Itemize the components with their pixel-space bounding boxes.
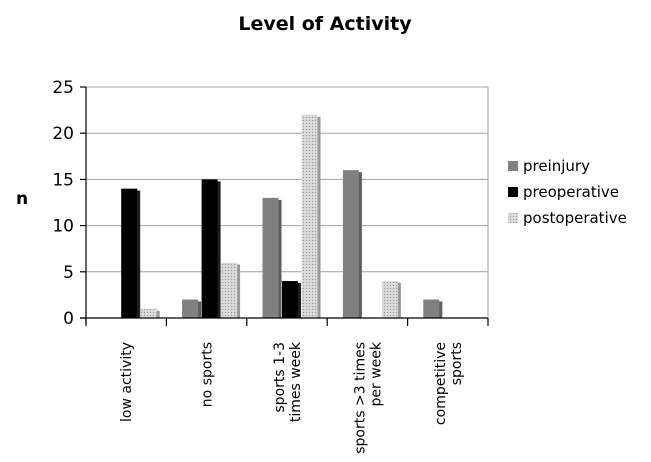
category-label-line: times week bbox=[288, 341, 304, 422]
bar-preoperative-0 bbox=[121, 188, 138, 318]
bar-shade bbox=[136, 190, 141, 318]
y-tick-label: 20 bbox=[52, 124, 74, 144]
bar-shade bbox=[236, 264, 241, 318]
y-tick-label: 25 bbox=[52, 78, 74, 98]
bars bbox=[121, 114, 443, 318]
category-label-line: sports >3 times bbox=[352, 342, 368, 454]
axes bbox=[80, 86, 489, 326]
bar-shade bbox=[396, 283, 401, 318]
legend-label-postoperative: postoperative bbox=[523, 209, 627, 227]
category-label-line: competitive bbox=[433, 342, 449, 425]
bar-postoperative-3 bbox=[381, 281, 398, 318]
category-label: sports 1-3 times week bbox=[272, 341, 304, 422]
bar-shade bbox=[197, 301, 202, 318]
category-label-line: no sports bbox=[200, 342, 216, 407]
legend: preinjury preoperative postoperative bbox=[508, 157, 627, 227]
category-label-line: sports bbox=[449, 342, 465, 385]
y-tick-labels: 0 5 10 15 20 25 bbox=[52, 78, 74, 329]
legend-label-preinjury: preinjury bbox=[523, 157, 590, 175]
bar-preinjury-3 bbox=[342, 170, 359, 318]
bar-preinjury-1 bbox=[182, 299, 199, 318]
bar-postoperative-2 bbox=[301, 114, 318, 318]
legend-swatch-preoperative bbox=[508, 187, 518, 197]
bar-shade bbox=[438, 301, 443, 318]
category-label: low activity bbox=[119, 342, 135, 422]
y-tick-label: 0 bbox=[63, 309, 74, 329]
bar-shade bbox=[277, 199, 282, 318]
category-label: competitive sports bbox=[433, 342, 465, 425]
bar-preinjury-2 bbox=[262, 197, 279, 318]
bar-shade bbox=[316, 116, 321, 318]
category-label-line: low activity bbox=[119, 342, 135, 422]
bar-postoperative-0 bbox=[140, 308, 157, 318]
y-tick-label: 5 bbox=[63, 263, 74, 283]
bar-postoperative-1 bbox=[221, 262, 238, 318]
y-tick-label: 10 bbox=[52, 217, 74, 237]
x-category-labels: low activity no sports sports 1-3 times wee… bbox=[119, 341, 465, 454]
y-tick-label: 15 bbox=[52, 170, 74, 190]
bar-shade bbox=[216, 181, 221, 318]
category-label-line: per week bbox=[368, 341, 384, 406]
bar-shade bbox=[297, 283, 301, 318]
bar-shade bbox=[357, 172, 362, 318]
bar-preoperative-1 bbox=[201, 179, 218, 318]
category-label: no sports bbox=[200, 342, 216, 407]
chart-title: Level of Activity bbox=[238, 13, 412, 35]
bar-preoperative-2 bbox=[282, 281, 298, 318]
bar-preinjury-4 bbox=[423, 299, 440, 318]
legend-swatch-postoperative bbox=[508, 213, 518, 223]
category-label: sports >3 times per week bbox=[352, 341, 384, 454]
category-label-line: sports 1-3 bbox=[272, 342, 288, 413]
legend-swatch-preinjury bbox=[508, 161, 518, 171]
bar-shade bbox=[155, 310, 160, 318]
gridlines bbox=[86, 86, 489, 318]
y-axis-label: n bbox=[16, 189, 28, 209]
legend-label-preoperative: preoperative bbox=[523, 183, 619, 201]
